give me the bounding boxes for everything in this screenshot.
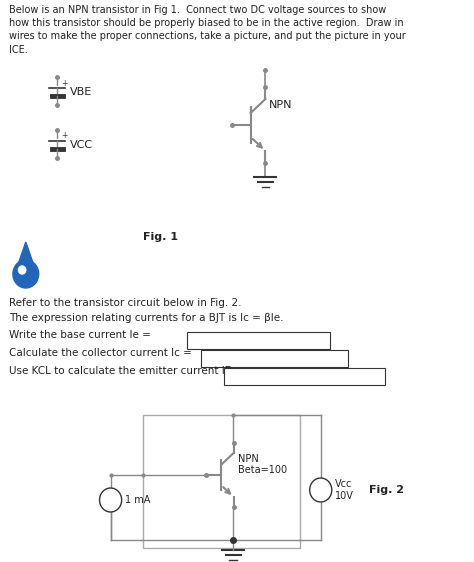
Circle shape [100, 488, 122, 512]
Text: VBE: VBE [70, 87, 92, 97]
FancyBboxPatch shape [143, 415, 300, 548]
Polygon shape [15, 242, 37, 274]
Text: The expression relating currents for a BJT is Ic = βIe.: The expression relating currents for a B… [9, 313, 284, 323]
Text: 1 mA: 1 mA [125, 495, 151, 505]
Text: Fig. 1: Fig. 1 [143, 232, 178, 242]
FancyBboxPatch shape [187, 332, 330, 349]
Text: Fig. 2: Fig. 2 [369, 485, 404, 495]
FancyBboxPatch shape [201, 350, 348, 367]
Text: Beta=100: Beta=100 [238, 465, 287, 475]
Text: NPN: NPN [238, 454, 258, 464]
Text: Use KCL to calculate the emitter current IE =: Use KCL to calculate the emitter current… [9, 366, 244, 376]
Text: Calculate the collector current Ic =: Calculate the collector current Ic = [9, 348, 192, 358]
Text: +: + [61, 132, 67, 140]
Text: Refer to the transistor circuit below in Fig. 2.: Refer to the transistor circuit below in… [9, 298, 242, 308]
Circle shape [13, 260, 39, 288]
Text: +: + [61, 79, 67, 88]
Text: Vcc
10V: Vcc 10V [335, 479, 354, 501]
Text: NPN: NPN [269, 100, 292, 110]
FancyBboxPatch shape [224, 368, 385, 385]
Text: Write the base current Ie =: Write the base current Ie = [9, 330, 151, 340]
Text: VCC: VCC [70, 140, 93, 150]
Circle shape [18, 266, 26, 274]
Circle shape [310, 478, 332, 502]
Text: Below is an NPN transistor in Fig 1.  Connect two DC voltage sources to show
how: Below is an NPN transistor in Fig 1. Con… [9, 5, 406, 55]
